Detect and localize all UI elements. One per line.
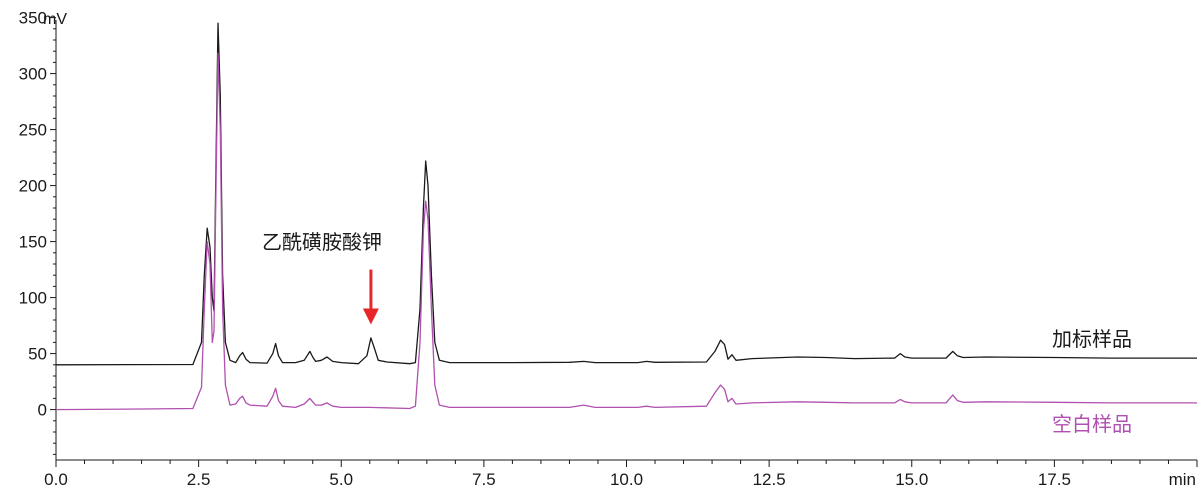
series-line-2 [55, 52, 1197, 411]
series-label-1: 加标样品 [1052, 327, 1132, 351]
x-tick-label: 12.5 [753, 470, 786, 489]
y-tick-label: 350 [19, 9, 47, 28]
x-tick-label: 17.5 [1038, 470, 1071, 489]
y-tick-label: 100 [19, 289, 47, 308]
y-tick-label: 50 [28, 345, 47, 364]
y-unit-label: mV [43, 11, 67, 28]
y-tick-label: 250 [19, 121, 47, 140]
traces [55, 22, 1197, 411]
x-tick-label: 15.0 [895, 470, 928, 489]
x-tick-label: 5.0 [329, 470, 353, 489]
y-tick-label: 200 [19, 177, 47, 196]
x-tick-label: 0.0 [44, 470, 68, 489]
y-tick-label: 150 [19, 233, 47, 252]
x-tick-label: 10.0 [610, 470, 643, 489]
series-label-2: 空白样品 [1052, 412, 1132, 436]
y-tick-label: 0 [38, 401, 47, 420]
peak-annotation-label: 乙酰磺胺酸钾 [262, 230, 382, 254]
peak-annotation-arrow-head [362, 308, 379, 325]
x-tick-label: 2.5 [187, 470, 211, 489]
y-tick-label: 300 [19, 65, 47, 84]
x-unit-label: min [1169, 470, 1196, 489]
x-tick-label: 7.5 [472, 470, 496, 489]
series-line-1 [55, 22, 1197, 366]
